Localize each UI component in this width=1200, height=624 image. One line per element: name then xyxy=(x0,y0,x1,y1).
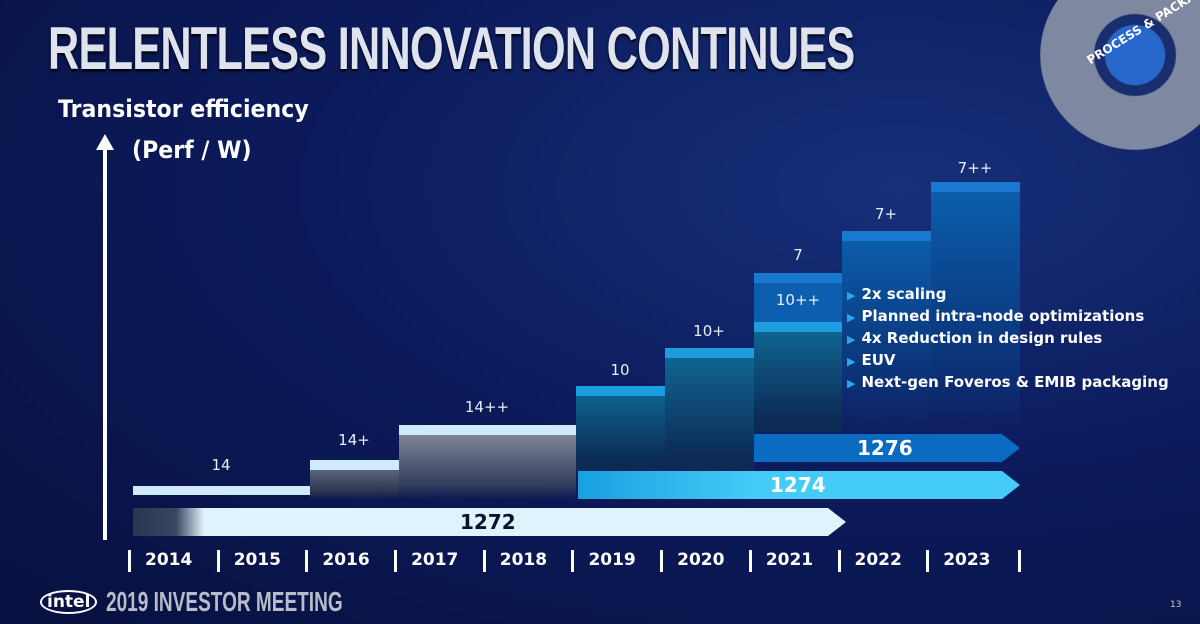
label-10plus: 10+ xyxy=(693,322,725,340)
year-label: 2021 xyxy=(765,550,814,570)
year-label: 2023 xyxy=(943,550,991,570)
year-label: 2016 xyxy=(322,550,370,570)
bullet-item: ▶ EUV xyxy=(847,351,896,369)
features-list: ▶ 2x scaling ▶ Planned intra-node optimiza… xyxy=(847,284,1169,394)
year-label: 2022 xyxy=(854,550,902,570)
y-axis-arrowhead xyxy=(96,134,114,150)
triangle-bullet-icon: ▶ xyxy=(847,333,856,346)
bar-7plusplus xyxy=(931,182,1020,432)
bullet-item: ▶ 4x Reduction in design rules xyxy=(847,329,1103,347)
year-label: 2017 xyxy=(411,550,459,570)
triangle-bullet-icon: ▶ xyxy=(847,311,856,324)
y-axis-label: Transistor efficiency xyxy=(58,95,309,123)
label-14plusplus: 14++ xyxy=(464,398,510,416)
label-10: 10 xyxy=(610,361,630,379)
bar-7 xyxy=(754,273,842,322)
year-label: 2020 xyxy=(677,550,725,570)
slide-title: RELENTLESS INNOVATION CONTINUES xyxy=(48,15,855,82)
bar-14 xyxy=(133,486,310,495)
year-label: 2019 xyxy=(588,550,636,570)
bullet-item: ▶ Next-gen Foveros & EMIB packaging xyxy=(847,373,1169,391)
triangle-bullet-icon: ▶ xyxy=(847,289,856,302)
bar-7plus xyxy=(842,231,931,431)
year-separator xyxy=(1018,550,1021,572)
intel-logo: intel xyxy=(40,590,98,614)
y-axis-unit: (Perf / W) xyxy=(132,136,252,164)
year-label: 2018 xyxy=(499,550,548,570)
bar-10plus xyxy=(665,348,754,471)
page-number: 13 xyxy=(1170,600,1182,610)
bar-14plusplus xyxy=(399,425,576,500)
bullet-item: ▶ 2x scaling xyxy=(847,285,947,303)
bar-14plus xyxy=(310,460,399,500)
label-7plusplus: 7++ xyxy=(957,159,993,177)
year-label: 2015 xyxy=(233,550,282,570)
year-label: 2014 xyxy=(145,550,193,570)
process-packaging-badge xyxy=(1040,0,1200,150)
process-1272-arrow: 1272 xyxy=(133,508,846,536)
label-7plus: 7+ xyxy=(874,205,898,223)
triangle-bullet-icon: ▶ xyxy=(847,377,856,390)
bullet-item: ▶ Planned intra-node optimizations xyxy=(847,307,1145,325)
year-axis: 2014 2015 2016 2017 2018 2019 2020 2021 … xyxy=(128,550,1015,572)
label-14: 14 xyxy=(211,456,231,474)
process-1276-arrow: 1276 xyxy=(754,434,1020,462)
label-7: 7 xyxy=(793,246,803,264)
process-1274-arrow: 1274 xyxy=(578,471,1020,499)
bar-10plusplus xyxy=(754,322,842,432)
bar-10 xyxy=(576,386,665,471)
event-name: 2019 INVESTOR MEETING xyxy=(106,586,343,617)
triangle-bullet-icon: ▶ xyxy=(847,355,856,368)
label-14plus: 14+ xyxy=(338,431,370,449)
label-10plusplus: 10++ xyxy=(775,291,821,309)
y-axis-line xyxy=(103,148,107,540)
